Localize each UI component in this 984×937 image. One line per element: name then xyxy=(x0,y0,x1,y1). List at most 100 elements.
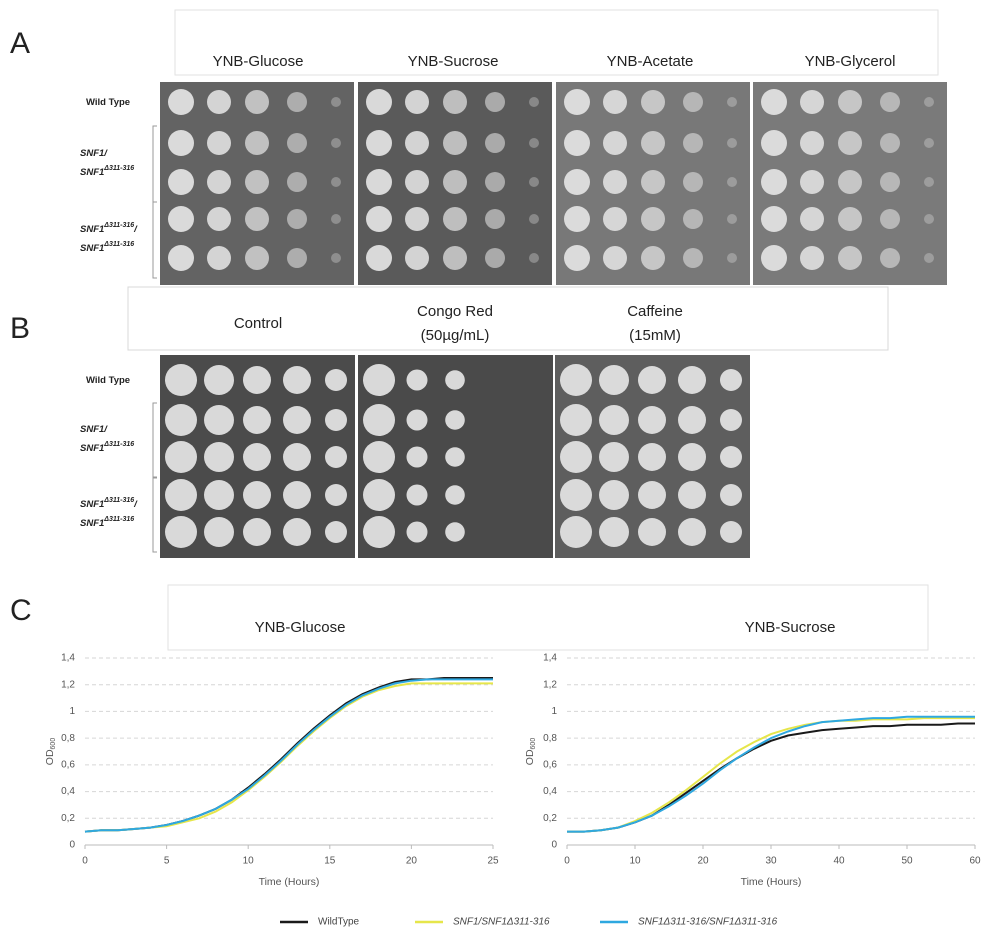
spot xyxy=(168,169,194,195)
y-tick-label: 0,6 xyxy=(61,759,75,770)
spot xyxy=(207,207,231,231)
x-axis-title: Time (Hours) xyxy=(259,876,320,888)
spot xyxy=(727,214,737,224)
strain-label: SNF1Δ311-316/ xyxy=(80,497,138,510)
spot xyxy=(407,370,428,391)
figure: A B C YNB-GlucoseYNB-SucroseYNB-AcetateY… xyxy=(0,0,984,932)
spot xyxy=(560,479,592,511)
spot xyxy=(838,131,862,155)
spot xyxy=(599,365,629,395)
spot xyxy=(924,97,934,107)
spot xyxy=(564,245,590,271)
spot xyxy=(165,516,197,548)
bracket xyxy=(153,126,157,202)
condition-label: Congo Red xyxy=(417,303,493,320)
spot xyxy=(678,406,706,434)
spot xyxy=(405,170,429,194)
spot xyxy=(761,206,787,232)
spot xyxy=(204,442,234,472)
spot xyxy=(407,447,428,468)
y-axis-title-sub: 600 xyxy=(530,738,537,750)
spot xyxy=(638,366,666,394)
spot xyxy=(283,481,311,509)
panel-letter: B xyxy=(10,312,30,345)
spot xyxy=(245,207,269,231)
spot xyxy=(800,90,824,114)
spot xyxy=(283,406,311,434)
spot xyxy=(405,131,429,155)
spot xyxy=(407,410,428,431)
spot xyxy=(283,366,311,394)
strain-text: SNF1/ xyxy=(80,424,108,435)
condition-label: Caffeine xyxy=(627,303,683,320)
x-tick-label: 40 xyxy=(833,856,845,867)
spot xyxy=(529,253,539,263)
spot xyxy=(287,92,307,112)
spot xyxy=(168,245,194,271)
spot xyxy=(445,485,465,505)
series-line: SNF1/SNF1Δ311-316 xyxy=(85,683,493,831)
spot xyxy=(603,170,627,194)
bracket xyxy=(153,403,157,477)
superscript: Δ311-316 xyxy=(103,222,134,229)
spot xyxy=(720,484,742,506)
bracket xyxy=(153,478,157,552)
spot xyxy=(761,89,787,115)
x-tick-label: 50 xyxy=(901,856,913,867)
spot xyxy=(838,170,862,194)
spot xyxy=(207,90,231,114)
x-tick-label: 25 xyxy=(487,856,499,867)
spot xyxy=(485,133,505,153)
spot xyxy=(366,206,392,232)
spot xyxy=(641,170,665,194)
panel-letter: C xyxy=(10,594,32,627)
spot xyxy=(168,89,194,115)
spot xyxy=(283,518,311,546)
y-tick-label: 1 xyxy=(69,706,75,717)
spot xyxy=(924,214,934,224)
spot xyxy=(407,485,428,506)
spot xyxy=(761,130,787,156)
spot xyxy=(204,405,234,435)
condition-label: YNB-Acetate xyxy=(607,53,694,70)
spot xyxy=(363,404,395,436)
spot xyxy=(243,406,271,434)
spot xyxy=(880,209,900,229)
spot xyxy=(331,177,341,187)
y-axis-title-sub: 600 xyxy=(50,738,57,750)
spot xyxy=(603,90,627,114)
spot xyxy=(599,480,629,510)
bracket xyxy=(153,202,157,278)
spot xyxy=(727,177,737,187)
spot xyxy=(564,130,590,156)
spot xyxy=(838,207,862,231)
spot xyxy=(727,253,737,263)
spot xyxy=(800,170,824,194)
spot xyxy=(838,246,862,270)
spot xyxy=(485,248,505,268)
y-tick-label: 0,8 xyxy=(543,733,557,744)
spot xyxy=(445,370,465,390)
spot xyxy=(720,369,742,391)
series-line: WildType xyxy=(567,724,975,832)
spot xyxy=(331,253,341,263)
spot xyxy=(564,169,590,195)
spot xyxy=(880,248,900,268)
spot xyxy=(560,364,592,396)
strain-text: SNF1 xyxy=(80,499,104,510)
strain-label: SNF1Δ311-316/ xyxy=(80,222,138,235)
strain-text: SNF1 xyxy=(80,224,104,235)
spot xyxy=(445,447,465,467)
spot xyxy=(165,404,197,436)
strain-label: SNF1/ xyxy=(80,424,108,435)
spot xyxy=(204,517,234,547)
spot xyxy=(599,517,629,547)
superscript: Δ311-316 xyxy=(103,441,134,448)
spot xyxy=(641,131,665,155)
strain-text: SNF1 xyxy=(80,167,104,178)
x-tick-label: 0 xyxy=(564,856,570,867)
header-box xyxy=(168,585,928,650)
y-tick-label: 0,4 xyxy=(61,786,75,797)
strain-label: SNF1Δ311-316 xyxy=(80,441,134,454)
spot xyxy=(678,518,706,546)
